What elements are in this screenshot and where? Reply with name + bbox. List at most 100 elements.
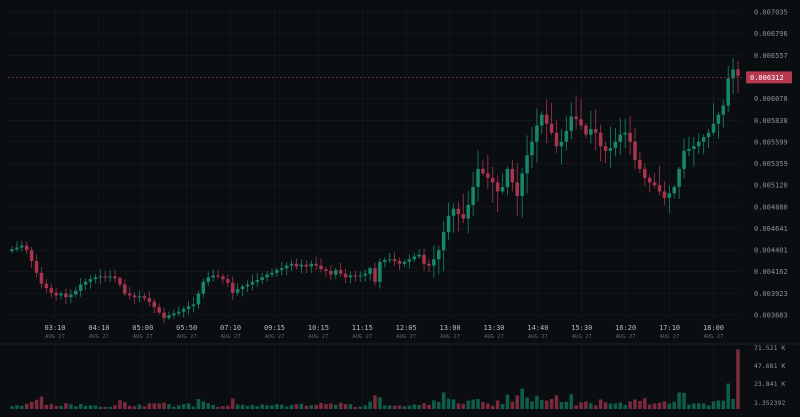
- y-tick-label: 0.006557: [754, 52, 788, 60]
- volume-bar: [441, 392, 446, 409]
- volume-bar: [260, 404, 264, 409]
- volume-bar: [726, 383, 730, 409]
- volume-bar: [486, 403, 490, 409]
- candle-body: [711, 123, 716, 133]
- y-tick-label: 0.004162: [754, 268, 788, 276]
- volume-bar: [255, 406, 260, 409]
- volume-bar: [618, 402, 623, 409]
- candle-body: [103, 276, 107, 278]
- current-price-label: 0.006312: [750, 74, 784, 82]
- candle-body: [15, 247, 19, 250]
- volume-bar: [598, 399, 603, 409]
- candle-body: [574, 116, 578, 120]
- volume-bar: [701, 403, 706, 409]
- volume-bar: [432, 400, 436, 409]
- volume-bar: [505, 394, 510, 409]
- candle-body: [633, 141, 637, 160]
- volume-bar: [284, 406, 289, 409]
- x-tick-time: 05:00: [132, 324, 153, 332]
- volume-bar: [481, 401, 485, 409]
- volume-bar: [196, 398, 201, 409]
- y-tick-label: 0.003923: [754, 290, 788, 298]
- volume-bar: [383, 405, 387, 409]
- candle-body: [407, 259, 412, 262]
- candle-body: [471, 186, 475, 206]
- candle-body: [54, 292, 58, 296]
- volume-bar: [564, 401, 569, 409]
- candle-body: [314, 263, 318, 266]
- candle-body: [284, 265, 289, 269]
- volume-bar: [127, 405, 132, 409]
- y-tick-label: 0.003683: [754, 312, 788, 320]
- candle-body: [226, 279, 230, 283]
- candle-body: [466, 205, 470, 219]
- x-tick-date: AUG 27: [704, 334, 724, 340]
- candle-body: [49, 288, 54, 293]
- volume-bar: [696, 403, 701, 409]
- volume-bar: [672, 401, 676, 409]
- volume-bar: [579, 402, 583, 409]
- volume-bar: [549, 398, 554, 409]
- candle-body: [696, 141, 701, 147]
- candle-body: [476, 168, 480, 187]
- volume-bar: [83, 405, 88, 409]
- volume-bar: [59, 405, 63, 409]
- volume-bar: [147, 403, 152, 409]
- x-tick-time: 17:10: [659, 324, 680, 332]
- candle-body: [74, 290, 78, 295]
- candle-body: [191, 304, 196, 307]
- volume-bar: [314, 404, 318, 409]
- x-tick-time: 13:00: [440, 324, 461, 332]
- volume-bar: [338, 402, 343, 409]
- volume-bar: [471, 399, 475, 409]
- candle-body: [329, 271, 333, 275]
- volume-bar: [358, 406, 363, 409]
- volume-bar: [589, 403, 593, 409]
- candle-body: [451, 208, 456, 216]
- x-tick-time: 03:10: [44, 324, 65, 332]
- volume-bar: [633, 399, 637, 409]
- x-tick-date: AUG 27: [221, 334, 241, 340]
- volume-bar: [687, 404, 691, 409]
- volume-bar: [657, 402, 662, 409]
- x-tick-time: 11:15: [352, 324, 373, 332]
- volume-bar: [299, 403, 304, 409]
- candle-body: [603, 146, 608, 151]
- volume-bar: [554, 395, 559, 409]
- volume-bar: [378, 397, 382, 409]
- x-tick-time: 05:50: [176, 324, 197, 332]
- volume-bar: [172, 406, 176, 409]
- volume-bar: [584, 401, 588, 409]
- candle-body: [240, 286, 245, 290]
- x-tick-time: 04:10: [88, 324, 109, 332]
- x-tick-time: 09:15: [264, 324, 285, 332]
- volume-bar: [162, 402, 166, 409]
- candle-body: [353, 275, 358, 277]
- candle-body: [638, 159, 642, 169]
- volume-bar: [44, 404, 49, 409]
- volume-bar: [270, 405, 274, 409]
- candle-body: [628, 132, 632, 142]
- candle-body: [554, 132, 559, 147]
- volume-bar: [647, 404, 652, 409]
- candle-body: [24, 245, 29, 251]
- x-tick-time: 07:10: [220, 324, 241, 332]
- volume-bar: [265, 405, 269, 409]
- volume-bar: [692, 403, 696, 409]
- y-tick-label: 0.005599: [754, 138, 788, 146]
- volume-bar: [608, 403, 613, 409]
- candle-body: [20, 245, 24, 248]
- volume-bar: [309, 405, 313, 409]
- volume-bar: [343, 404, 348, 409]
- volume-bar: [137, 404, 142, 409]
- candle-body: [181, 308, 186, 312]
- volume-bar: [623, 405, 627, 409]
- volume-bar: [412, 404, 417, 409]
- volume-bar: [54, 405, 58, 409]
- volume-bar: [211, 405, 215, 409]
- volume-bar: [603, 402, 608, 409]
- volume-bar: [20, 405, 24, 409]
- volume-bar: [167, 404, 171, 409]
- x-tick-time: 15:30: [571, 324, 592, 332]
- candle-body: [456, 208, 461, 215]
